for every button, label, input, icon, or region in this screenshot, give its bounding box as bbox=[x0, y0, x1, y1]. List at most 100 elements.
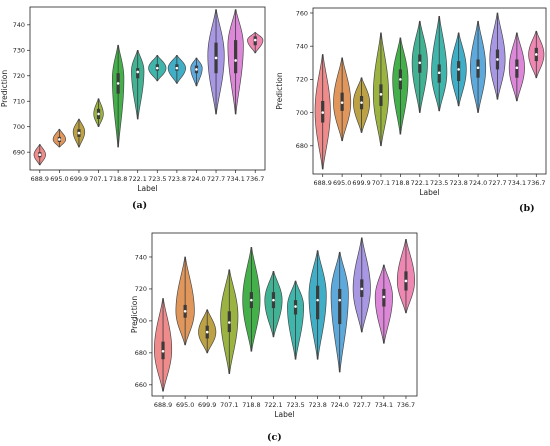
x-tick-label: 723.8 bbox=[308, 401, 326, 409]
violin-median-dot-727.7 bbox=[360, 287, 364, 291]
x-tick-label: 724.0 bbox=[469, 179, 487, 187]
violin-median-dot-723.8 bbox=[175, 66, 179, 70]
x-tick-label: 734.1 bbox=[508, 179, 526, 187]
violin-median-dot-734.1 bbox=[382, 295, 386, 299]
x-tick-label: 688.9 bbox=[154, 401, 172, 409]
y-tick-label: 730 bbox=[13, 47, 25, 55]
panel-label-a: (a) bbox=[132, 200, 147, 211]
violin-median-dot-723.5 bbox=[294, 305, 297, 308]
violin-median-dot-722.1 bbox=[418, 61, 422, 65]
violin-median-dot-724.0 bbox=[476, 66, 480, 70]
y-tick-label: 720 bbox=[296, 76, 308, 84]
x-tick-label: 723.5 bbox=[148, 175, 166, 183]
x-tick-label: 734.1 bbox=[226, 175, 244, 183]
y-axis-title: Prediction bbox=[275, 72, 284, 110]
violin-iqr-box-723.8 bbox=[457, 61, 461, 82]
y-tick-label: 720 bbox=[13, 72, 25, 80]
violin-median-dot-734.1 bbox=[515, 66, 519, 70]
y-tick-label: 680 bbox=[296, 142, 308, 150]
plot-frame bbox=[312, 7, 547, 175]
x-axis-title: Label bbox=[137, 184, 157, 193]
y-tick-label: 700 bbox=[296, 109, 308, 117]
x-tick-label: 727.7 bbox=[353, 401, 371, 409]
panel-label-c-text: (c) bbox=[267, 432, 282, 443]
violin-median-dot-707.1 bbox=[227, 321, 231, 324]
x-tick-label: 722.1 bbox=[264, 401, 282, 409]
violin-chart-a-svg: 690 700 710 720 730 740 688.9 695.0 699.9 707.1 71… bbox=[0, 6, 266, 193]
y-tick-label: 740 bbox=[13, 21, 25, 29]
violin-median-dot-723.5 bbox=[155, 66, 159, 70]
x-tick-label: 727.7 bbox=[488, 179, 506, 187]
violin-median-dot-718.8 bbox=[250, 298, 253, 302]
x-tick-label: 699.9 bbox=[198, 401, 216, 409]
y-tick-label: 700 bbox=[135, 317, 147, 325]
violin-median-dot-723.8 bbox=[316, 298, 319, 302]
x-tick-label: 718.8 bbox=[391, 179, 409, 187]
violin-iqr-box-723.8 bbox=[316, 285, 320, 320]
x-axis-title: Label bbox=[274, 410, 294, 419]
violin-iqr-box-724.0 bbox=[338, 288, 342, 325]
x-tick-label: 688.9 bbox=[31, 175, 49, 183]
violin-median-dot-695.0 bbox=[340, 101, 344, 104]
violin-median-dot-724.0 bbox=[195, 68, 198, 71]
violin-median-dot-688.9 bbox=[38, 153, 42, 157]
y-axis-title: Prediction bbox=[0, 70, 9, 108]
x-tick-label: 736.7 bbox=[527, 179, 545, 187]
violin-median-dot-734.1 bbox=[234, 59, 237, 62]
x-tick-label: 699.9 bbox=[352, 179, 370, 187]
x-tick-label: 707.1 bbox=[372, 179, 390, 187]
violin-median-dot-723.5 bbox=[437, 71, 441, 75]
violin-iqr-box-734.1 bbox=[234, 40, 238, 74]
violin-median-dot-718.8 bbox=[399, 78, 402, 81]
x-tick-label: 695.0 bbox=[176, 401, 194, 409]
plot-frame bbox=[29, 6, 266, 171]
violin-median-dot-736.7 bbox=[404, 279, 408, 283]
x-tick-label: 707.1 bbox=[89, 175, 107, 183]
x-tick-label: 724.0 bbox=[331, 401, 349, 409]
y-tick-label: 740 bbox=[296, 42, 308, 50]
x-tick-label: 734.1 bbox=[375, 401, 393, 409]
x-tick-label: 723.8 bbox=[449, 179, 467, 187]
violin-median-dot-722.1 bbox=[136, 70, 140, 74]
x-tick-label: 718.8 bbox=[109, 175, 127, 183]
panel-label-c: (c) bbox=[267, 432, 282, 443]
x-tick-label: 722.1 bbox=[129, 175, 147, 183]
panel-label-a-text: (a) bbox=[132, 200, 148, 211]
violin-median-dot-707.1 bbox=[97, 112, 100, 116]
violin-median-dot-688.9 bbox=[321, 111, 325, 114]
violin-median-dot-723.8 bbox=[457, 68, 460, 71]
x-tick-label: 707.1 bbox=[220, 401, 238, 409]
x-tick-label: 724.0 bbox=[187, 175, 205, 183]
y-axis-title: Prediction bbox=[130, 296, 139, 334]
violin-chart-c-svg: 660 680 700 720 740 688.9 695.0 699.9 707.1 718.8… bbox=[130, 232, 418, 419]
violin-median-dot-699.9 bbox=[77, 131, 81, 135]
violin-median-dot-695.0 bbox=[58, 138, 61, 141]
x-tick-label: 718.8 bbox=[242, 401, 260, 409]
violin-chart-a: 690 700 710 720 730 740 688.9 695.0 699.9 707.1 71… bbox=[0, 0, 270, 215]
x-tick-label: 722.1 bbox=[411, 179, 429, 187]
violin-median-dot-688.9 bbox=[161, 349, 165, 353]
x-tick-label: 727.7 bbox=[207, 175, 225, 183]
y-tick-label: 660 bbox=[135, 381, 147, 389]
violin-median-dot-727.7 bbox=[214, 56, 218, 60]
y-tick-label: 740 bbox=[135, 253, 147, 261]
violin-chart-b: 680 700 720 740 760 688.9 695.0 699.9 707.1 718.8… bbox=[275, 0, 550, 215]
x-tick-label: 723.5 bbox=[430, 179, 448, 187]
x-axis-title: Label bbox=[419, 188, 439, 197]
x-tick-label: 699.9 bbox=[70, 175, 88, 183]
violin-chart-b-svg: 680 700 720 740 760 688.9 695.0 699.9 707.1 718.8… bbox=[275, 7, 547, 197]
violin-median-dot-736.7 bbox=[253, 38, 257, 42]
y-tick-label: 680 bbox=[135, 349, 147, 357]
x-tick-label: 688.9 bbox=[314, 179, 332, 187]
violin-median-dot-699.9 bbox=[205, 330, 209, 334]
y-tick-label: 710 bbox=[13, 98, 25, 106]
panel-label-b: (b) bbox=[519, 203, 535, 214]
x-tick-label: 695.0 bbox=[333, 179, 351, 187]
violin-median-dot-727.7 bbox=[496, 58, 499, 61]
y-tick-label: 760 bbox=[296, 9, 308, 17]
plot-frame bbox=[151, 232, 418, 397]
y-tick-label: 720 bbox=[135, 285, 147, 293]
violin-chart-c: 660 680 700 720 740 688.9 695.0 699.9 707.1 718.8… bbox=[130, 230, 420, 430]
violin-median-dot-699.9 bbox=[360, 101, 363, 104]
x-tick-label: 736.7 bbox=[246, 175, 264, 183]
